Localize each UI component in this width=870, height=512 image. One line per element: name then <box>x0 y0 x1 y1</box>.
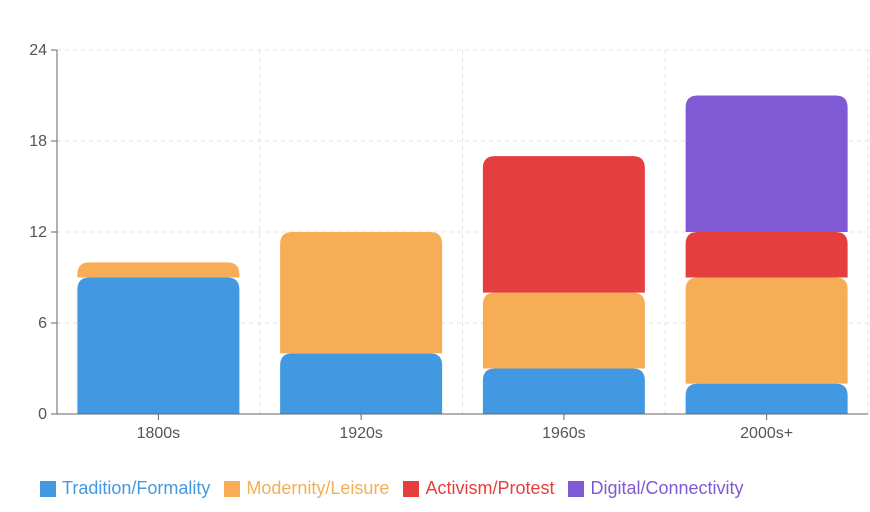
legend-label: Digital/Connectivity <box>590 478 744 498</box>
stacked-bar-chart: 0 6 12 18 24 1800s 1920s 1960s 2000s+ <box>29 42 869 442</box>
legend-swatch <box>568 480 585 497</box>
legend-item[interactable]: Tradition/Formality <box>40 478 210 499</box>
x-tick-label: 1960s <box>542 425 586 442</box>
x-tick-label: 1800s <box>137 425 181 442</box>
bars <box>77 95 848 414</box>
legend-item[interactable]: Modernity/Leisure <box>224 478 389 499</box>
bar-2000s-digital-connectivity <box>685 95 848 232</box>
y-tick-label: 6 <box>38 315 47 332</box>
bar-1920s-modernity-leisure <box>280 232 443 354</box>
legend-swatch <box>40 480 56 497</box>
bar-1960s-tradition-formality <box>482 368 645 414</box>
x-tick-label: 1920s <box>339 425 383 442</box>
bar-2000s-activism-protest <box>685 232 848 278</box>
y-tick-label: 24 <box>29 42 47 59</box>
bar-1960s-activism-protest <box>482 156 645 293</box>
legend: Tradition/Formality Modernity/Leisure Acti… <box>40 478 744 499</box>
y-tick-label: 12 <box>29 224 47 241</box>
bar-1920s-tradition-formality <box>280 353 443 414</box>
legend-swatch <box>224 480 241 497</box>
legend-label: Activism/Protest <box>425 478 555 498</box>
legend-swatch <box>403 480 420 497</box>
y-axis-ticks: 0 6 12 18 24 <box>29 42 57 423</box>
legend-item[interactable]: Digital/Connectivity <box>568 478 744 499</box>
y-tick-label: 0 <box>38 406 47 423</box>
legend-label: Modernity/Leisure <box>246 478 390 498</box>
legend-label: Tradition/Formality <box>62 478 211 498</box>
bar-2000s-tradition-formality <box>685 383 848 414</box>
x-tick-label: 2000s+ <box>740 425 793 442</box>
x-axis-ticks: 1800s 1920s 1960s 2000s+ <box>137 414 793 442</box>
bar-2000s-modernity-leisure <box>685 277 848 384</box>
y-tick-label: 18 <box>29 133 47 150</box>
bar-1800s-tradition-formality <box>77 277 240 414</box>
legend-item[interactable]: Activism/Protest <box>403 478 554 499</box>
bar-1800s-modernity-leisure <box>77 262 240 278</box>
bar-1960s-modernity-leisure <box>482 292 645 369</box>
